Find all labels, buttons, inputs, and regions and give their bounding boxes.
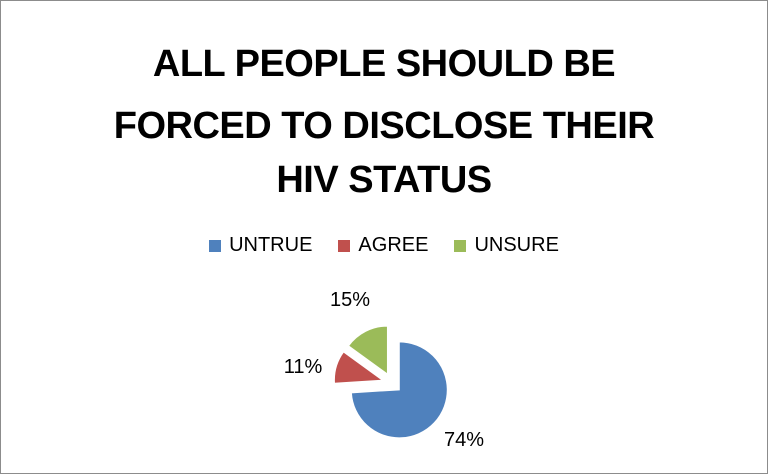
pie-slice-agree [333, 351, 384, 384]
chart-title-line-1: ALL PEOPLE SHOULD BE [152, 43, 616, 85]
legend-item-untrue: UNTRUE [209, 234, 312, 257]
data-label-agree: 11% [284, 356, 323, 378]
chart-title-line-2: FORCED TO DISCLOSE THEIR [113, 105, 655, 147]
legend-swatch-agree [338, 239, 351, 252]
data-label-untrue: 74% [444, 429, 484, 451]
data-label-unsure: 15% [330, 289, 370, 311]
legend-swatch-untrue [209, 239, 222, 252]
chart-title-line-3: HIV STATUS [276, 159, 492, 201]
legend-label-untrue: UNTRUE [229, 234, 313, 256]
chart-legend: UNTRUE AGREE UNSURE [0, 234, 768, 257]
pie-slice-unsure [347, 325, 388, 376]
legend-label-agree: AGREE [358, 234, 429, 256]
pie-slices [333, 325, 448, 439]
legend-label-unsure: UNSURE [474, 234, 559, 256]
legend-item-unsure: UNSURE [454, 234, 559, 257]
legend-item-agree: AGREE [338, 234, 428, 257]
legend-swatch-unsure [454, 239, 467, 252]
pie-slice-untrue [350, 341, 448, 439]
